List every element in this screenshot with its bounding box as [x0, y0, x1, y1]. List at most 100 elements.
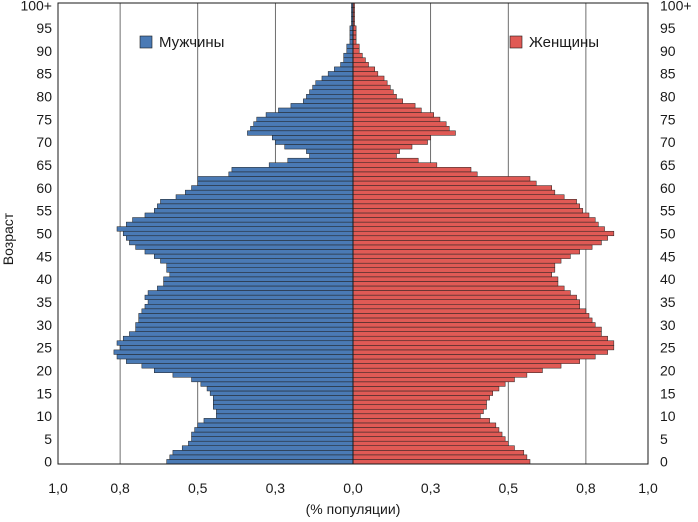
bar-female-24: [352, 349, 608, 355]
bar-male-74: [253, 121, 354, 127]
bar-male-65: [268, 162, 354, 168]
bar-female-70: [352, 139, 428, 145]
age-tick-label-left-45: 45: [36, 248, 52, 264]
bar-male-35: [147, 299, 354, 305]
bar-female-81: [352, 89, 394, 95]
bar-female-75: [352, 116, 441, 122]
bar-female-74: [352, 121, 447, 127]
bar-female-57: [352, 199, 577, 205]
bar-female-5: [352, 436, 506, 442]
bar-male-68: [306, 148, 354, 154]
bar-male-1: [169, 454, 354, 460]
bar-female-21: [352, 363, 562, 369]
legend-label-female: Женщины: [529, 34, 599, 51]
age-tick-label-left-35: 35: [36, 294, 52, 310]
bar-male-89: [343, 52, 354, 59]
bar-male-45: [154, 253, 354, 259]
x-tick-label-8: 1,0: [638, 480, 658, 496]
bar-male-47: [135, 244, 354, 250]
bar-male-81: [309, 89, 354, 95]
bar-male-36: [144, 294, 354, 300]
bar-male-33: [141, 308, 354, 314]
bar-male-53: [132, 217, 354, 223]
bar-male-62: [197, 176, 354, 182]
age-tick-label-right-95: 95: [660, 20, 676, 36]
bar-male-22: [126, 358, 354, 364]
bar-male-67: [309, 153, 354, 159]
bar-female-51: [352, 226, 605, 232]
bar-female-16: [352, 386, 500, 392]
legend-label-male: Мужчины: [159, 34, 224, 51]
age-tick-label-right-45: 45: [660, 248, 676, 264]
bar-female-9: [352, 418, 490, 424]
bar-female-32: [352, 313, 590, 319]
bar-female-37: [352, 290, 571, 296]
bar-female-12: [352, 404, 487, 410]
bar-female-30: [352, 322, 596, 328]
bar-female-1: [352, 454, 528, 460]
x-axis-title: (% популяции): [306, 501, 401, 517]
bar-female-41: [352, 272, 552, 278]
bar-male-34: [144, 303, 354, 310]
bar-female-10: [352, 413, 481, 419]
bar-female-22: [352, 358, 580, 364]
age-tick-label-left-90: 90: [36, 43, 52, 59]
bar-female-3: [352, 445, 515, 451]
bar-male-21: [141, 363, 354, 369]
age-tick-label-left-0: 0: [44, 454, 52, 470]
bar-female-77: [352, 107, 422, 113]
bar-female-72: [352, 130, 456, 136]
bar-male-63: [228, 171, 354, 177]
bar-female-56: [352, 203, 580, 209]
age-tick-label-right-5: 5: [660, 431, 668, 447]
age-tick-label-right-10: 10: [660, 408, 676, 424]
bar-male-27: [122, 335, 354, 342]
bar-female-39: [352, 281, 559, 287]
bar-male-91: [346, 43, 354, 49]
bar-female-76: [352, 112, 434, 118]
age-tick-label-left-25: 25: [36, 340, 52, 356]
bar-female-66: [352, 157, 419, 164]
bar-male-7: [194, 427, 354, 433]
bar-male-38: [157, 285, 354, 291]
bar-female-86: [352, 66, 375, 72]
bar-female-52: [352, 221, 599, 227]
bar-male-70: [275, 139, 354, 145]
bar-female-63: [352, 171, 478, 177]
bar-male-37: [147, 290, 354, 296]
bar-male-55: [154, 208, 354, 214]
age-tick-label-left-75: 75: [36, 111, 52, 127]
bar-female-68: [352, 148, 400, 154]
age-tick-label-left-65: 65: [36, 157, 52, 173]
bar-male-58: [175, 194, 354, 200]
bar-male-15: [209, 390, 354, 396]
age-tick-label-right-20: 20: [660, 362, 676, 378]
bar-male-85: [327, 71, 354, 77]
bar-female-36: [352, 294, 577, 300]
bar-female-90: [352, 48, 360, 54]
bar-female-91: [352, 43, 360, 49]
bar-female-69: [352, 144, 413, 150]
age-tick-label-right-55: 55: [660, 203, 676, 219]
bar-female-60: [352, 185, 552, 191]
bar-male-23: [116, 354, 354, 360]
bar-female-33: [352, 308, 587, 314]
bar-male-66: [287, 157, 354, 164]
bar-male-8: [197, 422, 354, 428]
bar-male-87: [340, 62, 354, 68]
bar-female-79: [352, 98, 403, 104]
bar-male-52: [126, 221, 354, 227]
bar-male-46: [144, 249, 354, 255]
bar-female-45: [352, 253, 571, 259]
bar-male-18: [191, 377, 354, 383]
x-tick-label-7: 0,8: [576, 480, 596, 496]
bar-male-72: [247, 130, 354, 136]
bar-female-61: [352, 180, 537, 186]
bar-male-14: [213, 395, 354, 401]
bar-male-56: [157, 203, 354, 209]
age-tick-label-left-50: 50: [36, 226, 52, 242]
bar-female-64: [352, 167, 472, 173]
bar-male-5: [191, 436, 354, 442]
bar-female-35: [352, 299, 580, 305]
